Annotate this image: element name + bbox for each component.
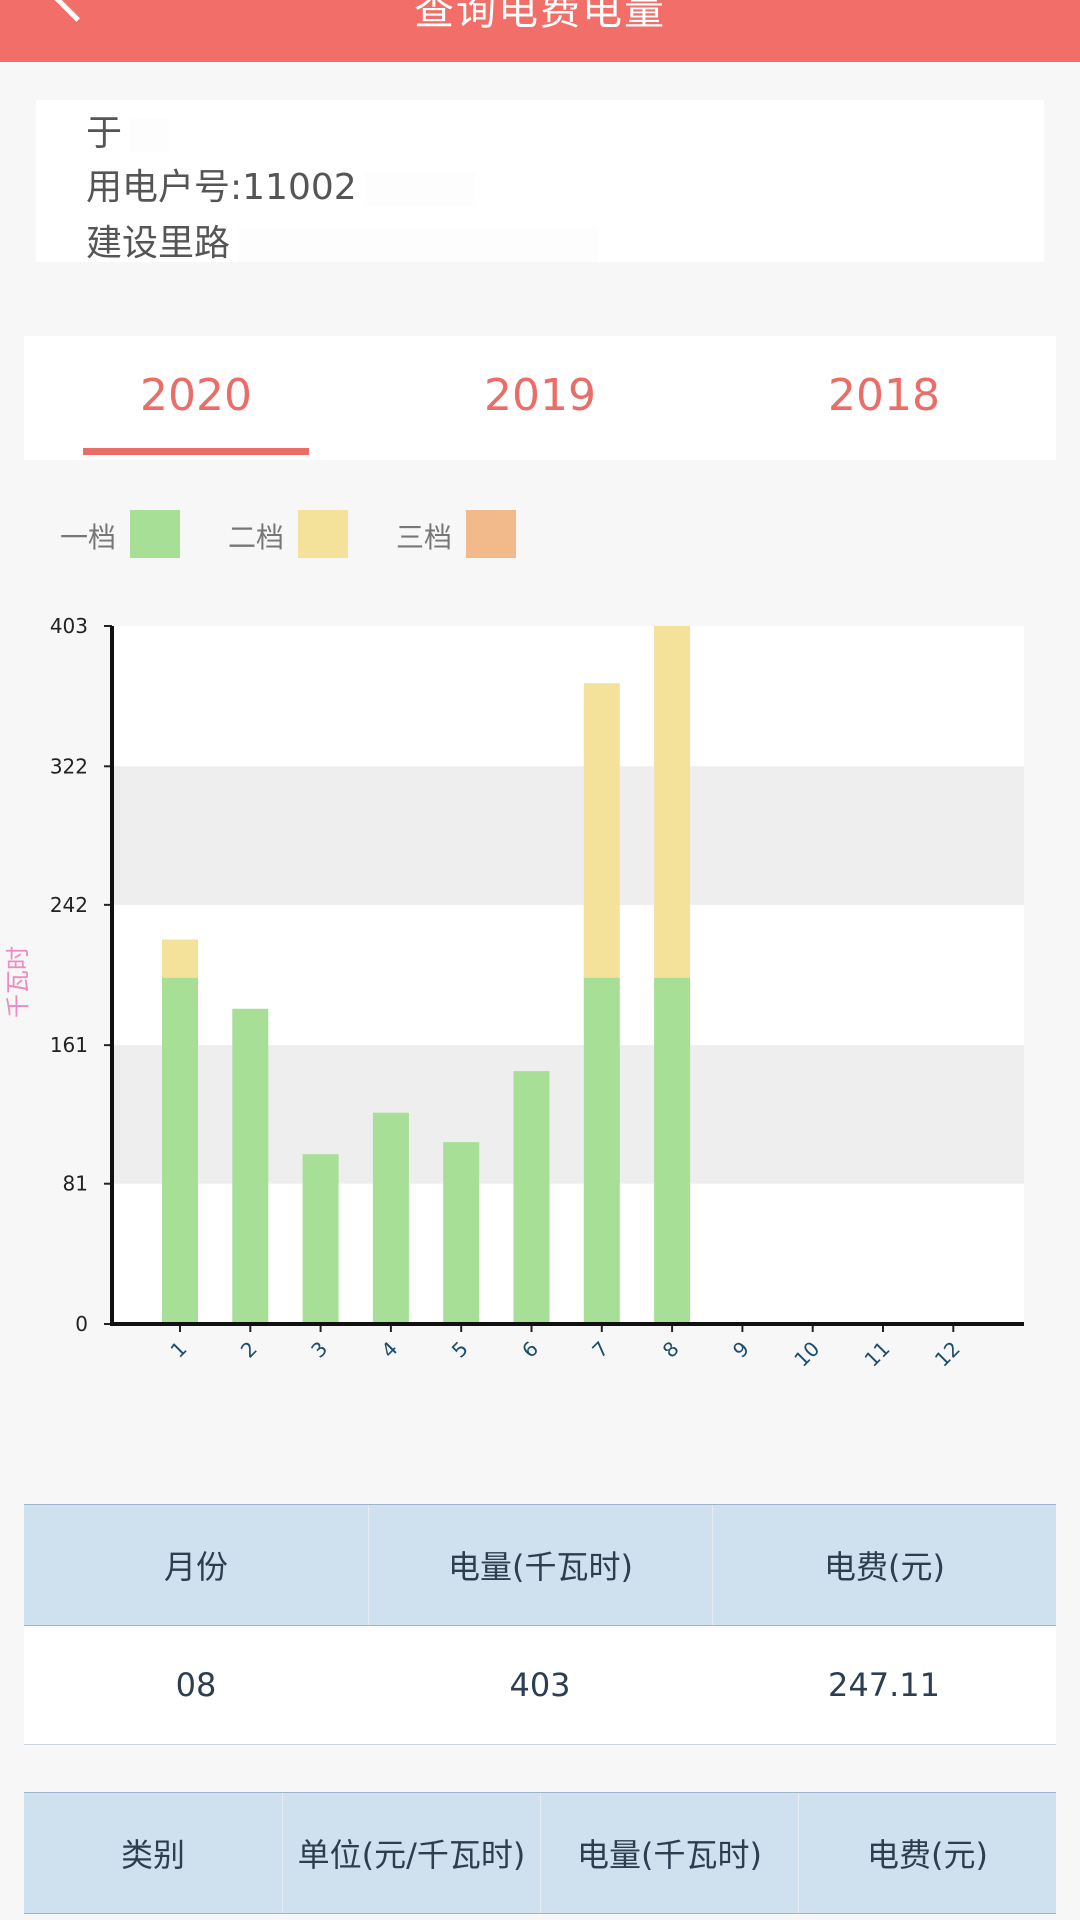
tier-detail-table: 类别 单位(元/千瓦时) 电量(千瓦时) 电费(元) [24, 1792, 1056, 1914]
tab-2020[interactable]: 2020 [140, 370, 252, 421]
y-axis-label: 千瓦时 [4, 946, 32, 1018]
legend-swatch-tier1 [130, 510, 180, 558]
tab-2019[interactable]: 2019 [484, 370, 596, 421]
cell-month: 08 [175, 1666, 217, 1704]
column-header-unit-price: 单位(元/千瓦时) [282, 1793, 540, 1913]
x-tick-label: 8 [658, 1337, 684, 1363]
x-tick-label: 9 [728, 1337, 754, 1363]
bar-segment [302, 1154, 339, 1324]
legend-label: 一档 [60, 521, 117, 554]
address-row: 建设里路 [86, 214, 599, 266]
page-title: 查询电费电量 [414, 0, 666, 34]
account-info-card: 于 用电户号:11002 建设里路 [36, 100, 1044, 264]
bar-segment [162, 939, 198, 978]
redacted-mask [238, 228, 599, 262]
grid-band [112, 766, 1024, 905]
column-header-usage: 电量(千瓦时) [540, 1793, 798, 1913]
x-tick-label: 1 [166, 1337, 192, 1363]
x-tick-label: 11 [860, 1337, 895, 1372]
legend-swatch-tier2 [298, 510, 348, 558]
bar-segment [654, 626, 691, 978]
y-tick-label: 161 [50, 1033, 88, 1057]
account-name: 于 [86, 113, 123, 154]
y-tick-label: 0 [75, 1312, 88, 1336]
x-tick-label: 10 [789, 1337, 824, 1372]
bar-segment [513, 1071, 550, 1324]
redacted-mask [130, 118, 171, 152]
address: 建设里路 [86, 223, 231, 264]
y-tick-label: 242 [50, 893, 88, 917]
account-number: 11002 [242, 167, 357, 208]
bar-segment [232, 1008, 269, 1324]
account-number-label: 用电户号: [86, 167, 243, 208]
tab-2018[interactable]: 2018 [828, 370, 940, 421]
bar-segment [583, 977, 620, 1324]
legend-label: 三档 [396, 521, 453, 554]
x-tick-label: 4 [376, 1337, 402, 1363]
x-tick-label: 12 [930, 1337, 965, 1372]
app-header: 查询电费电量 [0, 0, 1080, 62]
account-name-row: 于 [86, 104, 171, 156]
bar-segment [654, 977, 691, 1324]
monthly-usage-table: 月份 电量(千瓦时) 电费(元) 08 403 247.11 [24, 1504, 1056, 1745]
x-tick-label: 5 [447, 1337, 473, 1363]
y-tick-label: 403 [50, 614, 88, 638]
bar-segment [372, 1112, 409, 1324]
y-tick-label: 322 [50, 754, 88, 778]
year-tabs: 2020 2019 2018 [24, 336, 1056, 460]
legend-label: 二档 [228, 521, 285, 554]
y-tick-label: 81 [63, 1172, 88, 1196]
column-header-month: 月份 [163, 1548, 228, 1586]
redacted-mask [364, 172, 475, 206]
column-header-fee: 电费(元) [712, 1505, 1056, 1625]
cell-usage: 403 [509, 1666, 571, 1704]
column-header-fee: 电费(元) [798, 1793, 1056, 1913]
column-header-category: 类别 [120, 1836, 185, 1874]
selected-tab-indicator [83, 448, 309, 455]
bar-segment [443, 1142, 480, 1324]
legend-swatch-tier3 [466, 510, 516, 558]
bar-segment [162, 977, 198, 1324]
bar-segment [583, 683, 620, 978]
cell-fee: 247.11 [828, 1666, 940, 1704]
x-tick-label: 7 [587, 1337, 613, 1363]
column-header-usage: 电量(千瓦时) [368, 1505, 712, 1625]
account-number-row: 用电户号:11002 [86, 158, 475, 210]
x-tick-label: 3 [306, 1337, 332, 1363]
x-tick-label: 6 [517, 1337, 543, 1363]
table-header-row: 类别 单位(元/千瓦时) 电量(千瓦时) 电费(元) [24, 1792, 1056, 1914]
table-header-row: 月份 电量(千瓦时) 电费(元) [24, 1504, 1056, 1626]
table-row[interactable]: 08 403 247.11 [24, 1626, 1056, 1745]
x-tick-label: 2 [236, 1337, 262, 1363]
